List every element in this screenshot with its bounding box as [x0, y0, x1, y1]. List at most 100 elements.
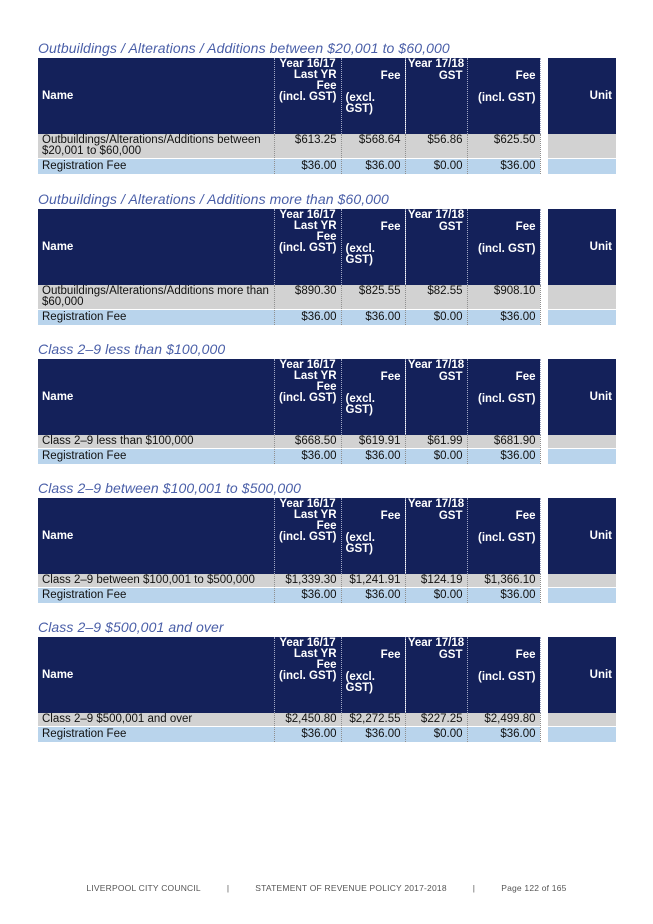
cell-unit	[548, 713, 616, 727]
cell-unit	[548, 726, 616, 743]
table-header-row: Name Year 16/17 Last YR Fee (incl. GST) Fee(…	[38, 58, 616, 134]
cell-fee-incl-gst: $625.50	[467, 134, 541, 159]
fee-incl-gst-label: (incl. GST)	[478, 243, 536, 255]
cell-unit	[548, 134, 616, 159]
column-header-unit: Unit	[548, 637, 616, 713]
gst-label: GST	[438, 70, 463, 82]
column-header-gst: Year 17/18 GST	[405, 209, 468, 285]
column-header-fee-incl: Fee (incl. GST)	[467, 58, 541, 134]
section-title: Class 2–9 less than $100,000	[38, 341, 226, 357]
cell-gap	[540, 713, 548, 727]
column-header-unit: Unit	[548, 209, 616, 285]
fee-table: Name Year 16/17 Last YR Fee (incl. GST) Fee(…	[38, 58, 616, 175]
column-header-fee-incl: Fee (incl. GST)	[467, 498, 541, 574]
fee-incl-label: Fee	[515, 70, 536, 82]
last-yr-fee-label: Last YR Fee	[293, 648, 337, 671]
cell-gap	[540, 435, 548, 449]
fee-section: Outbuildings / Alterations / Additions m…	[38, 189, 616, 326]
column-header-last-yr-fee: Year 16/17 Last YR Fee (incl. GST)	[274, 637, 342, 713]
column-gap	[540, 637, 548, 713]
registration-fee-row: Registration Fee $36.00 $36.00 $0.00 $36.00	[38, 726, 616, 743]
fee-label: Fee	[380, 649, 401, 661]
column-header-name: Name	[38, 58, 275, 134]
registration-fee-row: Registration Fee $36.00 $36.00 $0.00 $36.00	[38, 448, 616, 465]
cell-gst: $124.19	[405, 574, 468, 588]
column-header-fee-incl: Fee (incl. GST)	[467, 209, 541, 285]
year-prev-label: Year 16/17	[279, 58, 336, 70]
fee-incl-label: Fee	[515, 649, 536, 661]
cell-gap	[540, 448, 548, 465]
footer-page-number: Page 122 of 165	[501, 883, 567, 893]
cell-last-yr-fee: $613.25	[274, 134, 342, 159]
incl-gst-label: (incl. GST)	[279, 531, 337, 543]
cell-gap	[540, 134, 548, 159]
cell-fee-excl-gst: $619.91	[341, 435, 406, 449]
incl-gst-label: (incl. GST)	[279, 91, 337, 103]
cell-gst: $0.00	[405, 726, 468, 743]
table-header-row: Name Year 16/17 Last YR Fee (incl. GST) Fee (…	[38, 637, 616, 713]
cell-name: Class 2–9 between $100,001 to $500,000	[38, 574, 275, 588]
cell-fee-excl-gst: $2,272.55	[341, 713, 406, 727]
cell-fee-excl-gst: $36.00	[341, 448, 406, 465]
table-header-row: Name Year 16/17 Last YR Fee (incl. GST) Fee(…	[38, 498, 616, 574]
fee-section: Class 2–9 between $100,001 to $500,000 Na…	[38, 478, 616, 604]
table-header-row: Name Year 16/17 Last YR Fee (incl. GST) Fee(…	[38, 359, 616, 435]
cell-unit	[548, 448, 616, 465]
cell-fee-excl-gst: $1,241.91	[341, 574, 406, 588]
column-header-last-yr-fee: Year 16/17 Last YR Fee (incl. GST)	[274, 498, 342, 574]
column-gap	[540, 498, 548, 574]
fee-incl-gst-label: (incl. GST)	[478, 671, 536, 683]
excl-gst-label: (excl. GST)	[345, 532, 375, 555]
cell-name: Registration Fee	[38, 309, 275, 326]
cell-last-yr-fee: $36.00	[274, 726, 342, 743]
gst-label: GST	[438, 649, 463, 661]
column-header-last-yr-fee: Year 16/17 Last YR Fee (incl. GST)	[274, 359, 342, 435]
incl-gst-label: (incl. GST)	[279, 392, 337, 404]
cell-last-yr-fee: $668.50	[274, 435, 342, 449]
cell-gap	[540, 574, 548, 588]
fee-incl-label: Fee	[515, 371, 536, 383]
cell-gst: $0.00	[405, 448, 468, 465]
year-curr-label: Year 17/18	[407, 58, 465, 70]
cell-fee-excl-gst: $36.00	[341, 726, 406, 743]
column-header-name: Name	[38, 637, 275, 713]
column-header-fee-incl: Fee (incl. GST)	[467, 637, 541, 713]
cell-gst: $61.99	[405, 435, 468, 449]
cell-unit	[548, 309, 616, 326]
fee-table: Name Year 16/17 Last YR Fee (incl. GST) Fee(…	[38, 209, 616, 326]
column-header-fee-excl: Fee (excl. GST)	[341, 637, 406, 713]
cell-fee-excl-gst: $825.55	[341, 285, 406, 310]
table-header-row: Name Year 16/17 Last YR Fee (incl. GST) Fee(…	[38, 209, 616, 285]
column-gap	[540, 359, 548, 435]
column-header-fee-excl: Fee (excl. GST)	[341, 58, 406, 134]
fee-incl-gst-label: (incl. GST)	[478, 92, 536, 104]
cell-name: Class 2–9 $500,001 and over	[38, 713, 275, 727]
cell-last-yr-fee: $1,339.30	[274, 574, 342, 588]
column-header-name: Name	[38, 359, 275, 435]
fee-item-row: Class 2–9 $500,001 and over $2,450.80 $2,2…	[38, 713, 616, 727]
cell-name: Registration Fee	[38, 158, 275, 175]
last-yr-fee-label: Last YR Fee	[293, 509, 337, 532]
registration-fee-row: Registration Fee $36.00 $36.00 $0.00 $36.00	[38, 309, 616, 326]
section-title: Outbuildings / Alterations / Additions m…	[38, 191, 389, 207]
fee-table: Name Year 16/17 Last YR Fee (incl. GST) Fee (…	[38, 637, 616, 743]
fee-incl-gst-label: (incl. GST)	[478, 393, 536, 405]
column-header-fee-incl: Fee (incl. GST)	[467, 359, 541, 435]
cell-unit	[548, 587, 616, 604]
column-header-fee-excl: Fee (excl. GST)	[341, 359, 406, 435]
last-yr-fee-label: Last YR Fee	[293, 220, 337, 243]
cell-gst: $0.00	[405, 309, 468, 326]
column-header-last-yr-fee: Year 16/17 Last YR Fee (incl. GST)	[274, 58, 342, 134]
excl-gst-label: (excl. GST)	[345, 671, 375, 694]
last-yr-fee-label: Last YR Fee	[293, 69, 337, 92]
cell-unit	[548, 285, 616, 310]
cell-last-yr-fee: $36.00	[274, 448, 342, 465]
column-gap	[540, 58, 548, 134]
cell-gap	[540, 309, 548, 326]
gst-label: GST	[438, 221, 463, 233]
cell-name: Registration Fee	[38, 587, 275, 604]
incl-gst-label: (incl. GST)	[279, 242, 337, 254]
cell-gst: $0.00	[405, 587, 468, 604]
cell-fee-incl-gst: $36.00	[467, 309, 541, 326]
cell-last-yr-fee: $890.30	[274, 285, 342, 310]
